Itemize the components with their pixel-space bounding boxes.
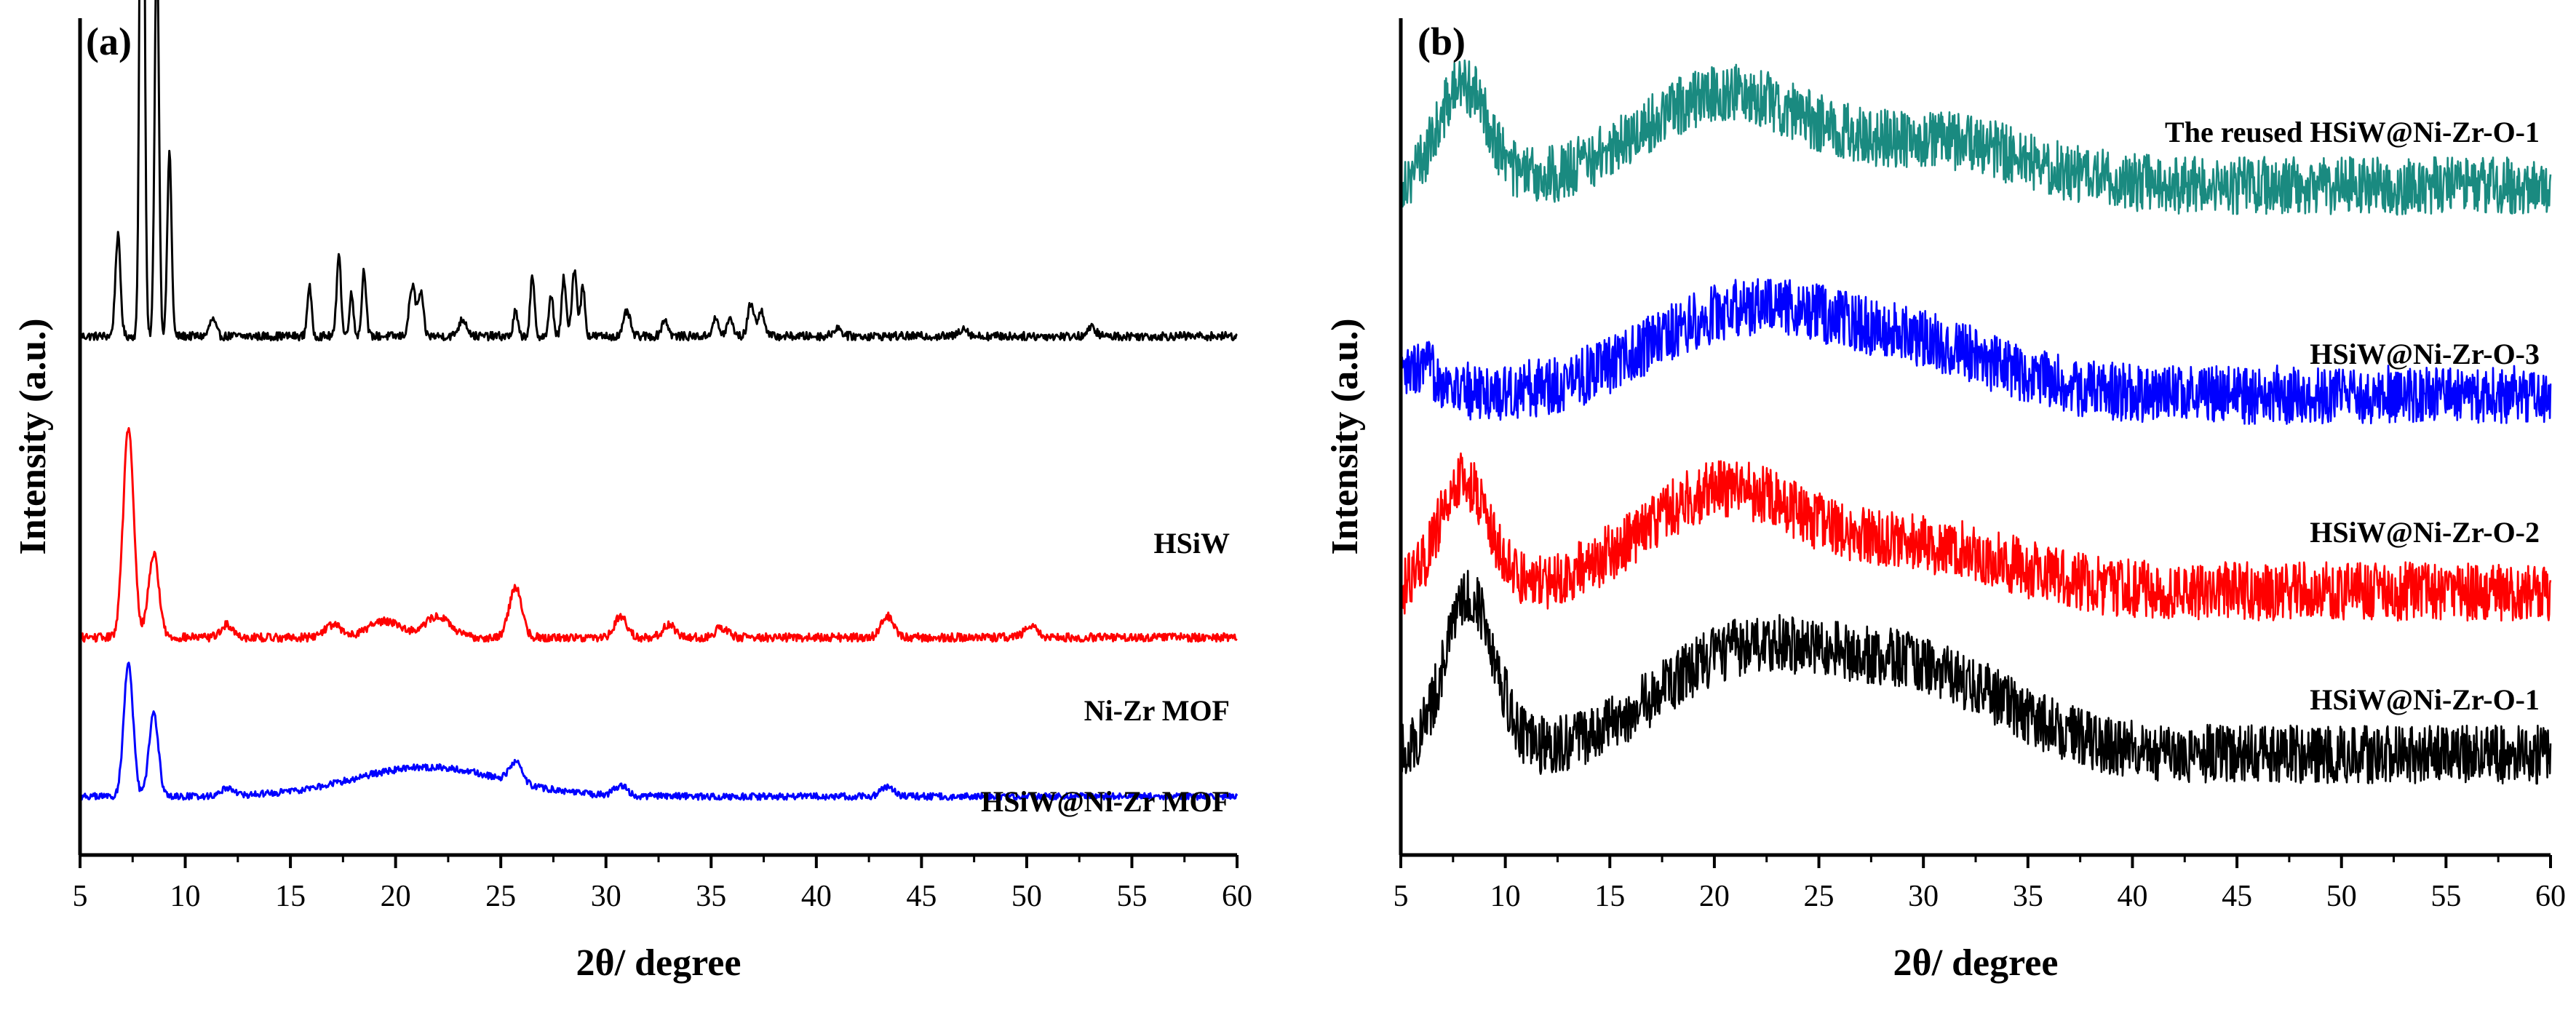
x-tick-label: 20 [381,880,411,913]
x-tick-label: 60 [2535,880,2566,913]
x-axis-title: 2θ/ degree [576,942,742,984]
y-axis-title: Intensity (a.u.) [12,318,54,554]
x-tick-label: 20 [1699,880,1730,913]
x-tick-label: 35 [2013,880,2043,913]
panel-label: (a) [86,20,132,63]
x-tick-label: 40 [801,880,832,913]
series-line-hsiw-ni-zr-o-3 [1399,278,2552,425]
x-tick-label: 10 [1490,880,1521,913]
chart-panel-b: 5 10 15 20 25 30 35 40 45 50 55 60 (b) 2θ/ degree Inte… [1324,18,2566,984]
series-line-the-reused-hsiw-ni-zr-o-1 [1399,59,2552,216]
x-tick-label: 50 [1011,880,1042,913]
x-tick-label: 35 [696,880,726,913]
x-tick-label: 45 [2222,880,2252,913]
x-tick-label: 50 [2326,880,2357,913]
series-label: HSiW@Ni-Zr-O-1 [2310,683,2540,716]
series-label: Ni-Zr MOF [1084,694,1230,727]
x-tick-label: 45 [906,880,937,913]
x-tick-label: 5 [73,880,88,913]
series-line-hsiw-ni-zr-o-2 [1399,452,2552,622]
x-tick-label: 60 [1222,880,1252,913]
x-tick-label: 30 [1908,880,1939,913]
x-tick-label: 30 [591,880,621,913]
series-line-hsiw-ni-zr-o-1 [1399,570,2552,785]
x-tick-label: 10 [170,880,201,913]
series-label: HSiW [1154,527,1230,560]
x-tick-label: 15 [1594,880,1625,913]
x-tick-label: 15 [275,880,306,913]
x-tick-label: 5 [1394,880,1409,913]
panel-label: (b) [1418,20,1466,63]
series-line-hsiw [79,0,1238,342]
chart-panel-a: 5 10 15 20 25 30 35 40 45 50 55 60 (a) 2θ/ degree Inte… [12,0,1252,984]
y-axis-title: Intensity (a.u.) [1324,318,1366,554]
series-label: HSiW@Ni-Zr MOF [981,785,1230,818]
series-label: HSiW@Ni-Zr-O-3 [2310,338,2540,370]
series-line-ni-zr-mof [79,426,1238,643]
series-label: The reused HSiW@Ni-Zr-O-1 [2165,116,2540,148]
x-tick-label: 25 [1804,880,1834,913]
x-axis-title: 2θ/ degree [1893,942,2059,984]
series-line-hsiw-ni-zr-mof [79,661,1239,801]
x-tick-label: 55 [2430,880,2461,913]
x-tick-label: 25 [485,880,516,913]
x-tick-label: 55 [1116,880,1147,913]
x-tick-label: 40 [2117,880,2147,913]
series-label: HSiW@Ni-Zr-O-2 [2310,516,2540,549]
